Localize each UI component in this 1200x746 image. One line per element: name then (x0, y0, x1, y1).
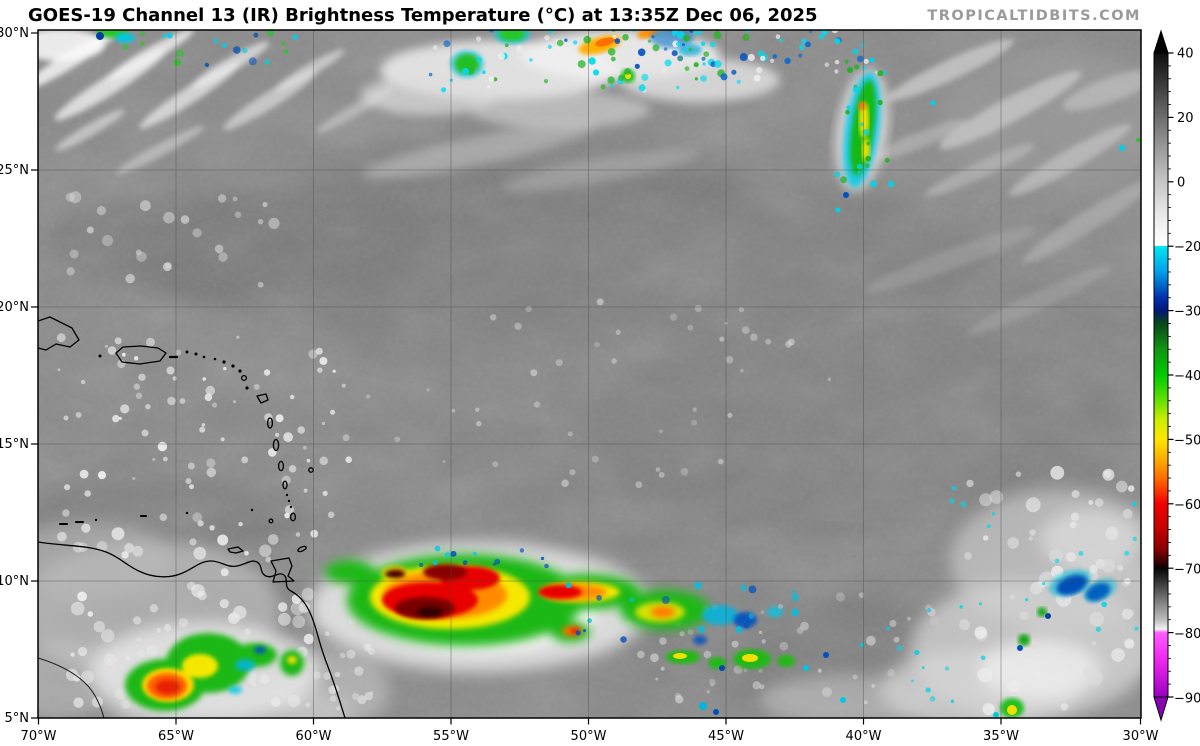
cb-label: 40 (1177, 47, 1194, 62)
puerto-rico-coast (115, 345, 167, 365)
cb-label: −70 (1174, 563, 1200, 578)
barbados (308, 467, 314, 473)
orinoco-line (38, 657, 105, 718)
graticule (38, 30, 1141, 718)
popcorn-cumulus-speckles (56, 191, 1135, 716)
guadeloupe (256, 393, 269, 404)
st-lucia (277, 460, 285, 472)
margarita (227, 546, 244, 554)
cold-pixel-speckles (122, 30, 1139, 703)
colorbar-gradient (1153, 52, 1169, 698)
coastlines (38, 316, 346, 718)
cb-label: 0 (1177, 176, 1185, 191)
frontal-cloud-band-top (360, 30, 780, 192)
lon-label: 70°W (21, 729, 57, 744)
colorbar-ticks (1168, 52, 1174, 698)
cb-label: 20 (1177, 111, 1194, 126)
venezuela-coast (38, 541, 346, 718)
lon-label: 40°W (846, 729, 882, 744)
map-imagery (38, 30, 1141, 718)
lon-label: 50°W (571, 729, 607, 744)
lon-axis-labels: 70°W 65°W 60°W 55°W 50°W 45°W 40°W 35°W … (21, 729, 1159, 744)
dominica (266, 417, 274, 429)
watermark: TROPICALTIDBITS.COM (927, 8, 1141, 24)
lon-label: 55°W (433, 729, 469, 744)
colorbar-labels: 40 20 0 −20 −30 −40 −50 −60 −70 −80 −90 (1174, 47, 1200, 707)
grenada (289, 512, 297, 522)
lon-label: 30°W (1123, 729, 1159, 744)
convection-bottom-right (993, 569, 1117, 718)
colorbar-arrow-up (1153, 29, 1169, 54)
lon-label: 60°W (296, 729, 332, 744)
hispaniola-coast (38, 316, 80, 351)
colorbar: 40 20 0 −20 −30 −40 −50 −60 −70 −80 −90 (1153, 29, 1200, 722)
lon-label: 45°W (708, 729, 744, 744)
cb-label: −50 (1174, 434, 1200, 449)
cirrus-streaks-top-left (38, 30, 395, 175)
cb-label: −40 (1174, 369, 1200, 384)
trinidad (270, 557, 295, 583)
map-border (37, 29, 1142, 719)
martinique (272, 438, 280, 452)
convection-sw-cluster (90, 622, 320, 718)
antigua (240, 374, 248, 382)
virgin-leeward-islands (94, 350, 293, 522)
lon-label: 65°W (158, 729, 194, 744)
convection-band-40w (834, 57, 890, 213)
lat-label: 5°N (5, 711, 30, 726)
cb-label: −90 (1174, 692, 1200, 707)
page-title: GOES-19 Channel 13 (IR) Brightness Tempe… (28, 5, 818, 26)
cirrus-streaks-top-right (865, 39, 1141, 335)
axis-ticks (31, 32, 1142, 725)
convection-itcz-cells (666, 643, 864, 715)
cb-label: −30 (1174, 305, 1200, 320)
lat-axis-labels: 30°N 25°N 20°N 15°N 10°N 5°N (0, 26, 29, 726)
st-vincent (282, 480, 288, 490)
lat-label: 30°N (0, 26, 29, 41)
lon-label: 35°W (983, 729, 1019, 744)
colorbar-arrow-down (1153, 696, 1169, 722)
convection-main-cluster (310, 542, 783, 672)
lat-label: 25°N (0, 163, 29, 178)
lat-label: 20°N (0, 300, 29, 315)
cb-label: −20 (1174, 240, 1200, 255)
cb-label: −80 (1174, 627, 1200, 642)
tobago (297, 545, 307, 553)
lat-label: 15°N (0, 437, 29, 452)
cb-label: −60 (1174, 498, 1200, 513)
lat-label: 10°N (0, 574, 29, 589)
